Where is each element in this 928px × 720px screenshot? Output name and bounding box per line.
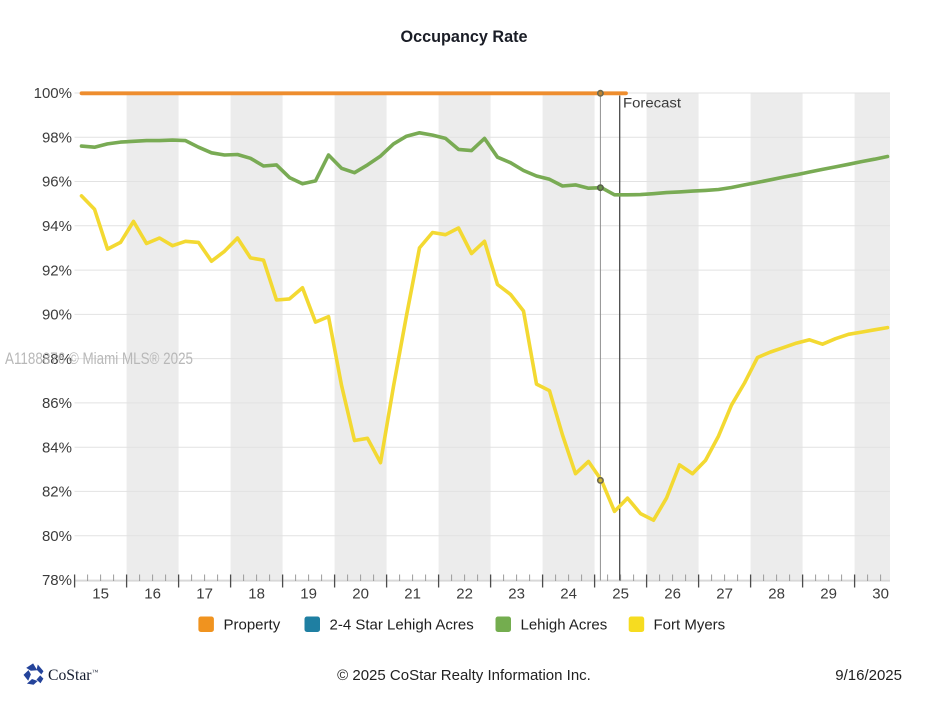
- svg-text:94%: 94%: [42, 218, 72, 235]
- svg-text:21: 21: [404, 586, 421, 603]
- svg-text:98%: 98%: [42, 130, 72, 147]
- svg-text:82%: 82%: [42, 484, 72, 501]
- svg-text:23: 23: [508, 586, 525, 603]
- svg-text:2-4 Star Lehigh Acres: 2-4 Star Lehigh Acres: [330, 617, 474, 634]
- svg-text:90%: 90%: [42, 307, 72, 324]
- svg-text:Property: Property: [224, 617, 281, 634]
- svg-text:84%: 84%: [42, 439, 72, 456]
- svg-text:92%: 92%: [42, 262, 72, 279]
- svg-text:80%: 80%: [42, 528, 72, 545]
- svg-text:20: 20: [352, 586, 369, 603]
- svg-text:29: 29: [820, 586, 837, 603]
- svg-text:19: 19: [300, 586, 317, 603]
- svg-text:© 2025 CoStar Realty Informati: © 2025 CoStar Realty Information Inc.: [337, 667, 591, 684]
- svg-text:16: 16: [144, 586, 161, 603]
- svg-text:18: 18: [248, 586, 265, 603]
- svg-text:25: 25: [612, 586, 629, 603]
- svg-text:30: 30: [872, 586, 889, 603]
- svg-text:100%: 100%: [34, 85, 72, 102]
- svg-text:9/16/2025: 9/16/2025: [835, 667, 902, 684]
- svg-text:Fort Myers: Fort Myers: [654, 617, 726, 634]
- svg-text:A1188876 © Miami MLS® 2025: A1188876 © Miami MLS® 2025: [5, 349, 193, 368]
- svg-text:17: 17: [196, 586, 213, 603]
- svg-text:78%: 78%: [42, 572, 72, 589]
- svg-text:24: 24: [560, 586, 577, 603]
- svg-text:™: ™: [92, 669, 99, 676]
- svg-text:96%: 96%: [42, 174, 72, 191]
- svg-text:CoStar: CoStar: [48, 665, 92, 684]
- svg-text:86%: 86%: [42, 395, 72, 412]
- svg-text:26: 26: [664, 586, 681, 603]
- svg-text:22: 22: [456, 586, 473, 603]
- svg-text:28: 28: [768, 586, 785, 603]
- svg-text:Forecast: Forecast: [623, 96, 681, 112]
- svg-text:Occupancy Rate: Occupancy Rate: [401, 27, 528, 46]
- svg-text:88%: 88%: [42, 351, 72, 368]
- svg-text:27: 27: [716, 586, 733, 603]
- svg-text:Lehigh Acres: Lehigh Acres: [521, 617, 608, 634]
- svg-text:15: 15: [92, 586, 109, 603]
